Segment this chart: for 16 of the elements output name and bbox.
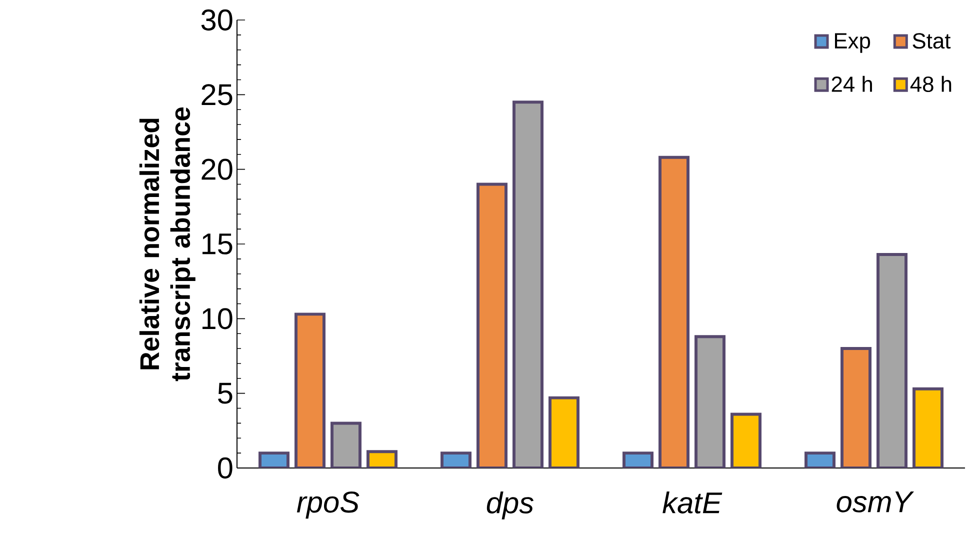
y-tick-label: 0 [218, 457, 232, 479]
y-tick-label: 10 [202, 308, 232, 330]
legend-label: Stat [912, 33, 951, 49]
y-tick-label: 30 [201, 9, 232, 31]
legend-label: 48 h [910, 76, 952, 92]
x-tick-label: osmY [836, 492, 914, 512]
x-tick-label: dps [486, 492, 534, 520]
y-tick-label: 15 [202, 234, 232, 254]
y-tick-label: 20 [202, 158, 232, 180]
legend-label: 24 h [832, 76, 872, 92]
y-tick-label: 25 [202, 84, 232, 106]
y-axis-title: Relative normalized transcript abundance [139, 107, 196, 382]
x-tick-label: rpoS [296, 492, 360, 519]
x-tick-label: katE [662, 492, 722, 514]
y-tick-label: 5 [218, 382, 232, 404]
legend-label: Exp [834, 33, 870, 53]
